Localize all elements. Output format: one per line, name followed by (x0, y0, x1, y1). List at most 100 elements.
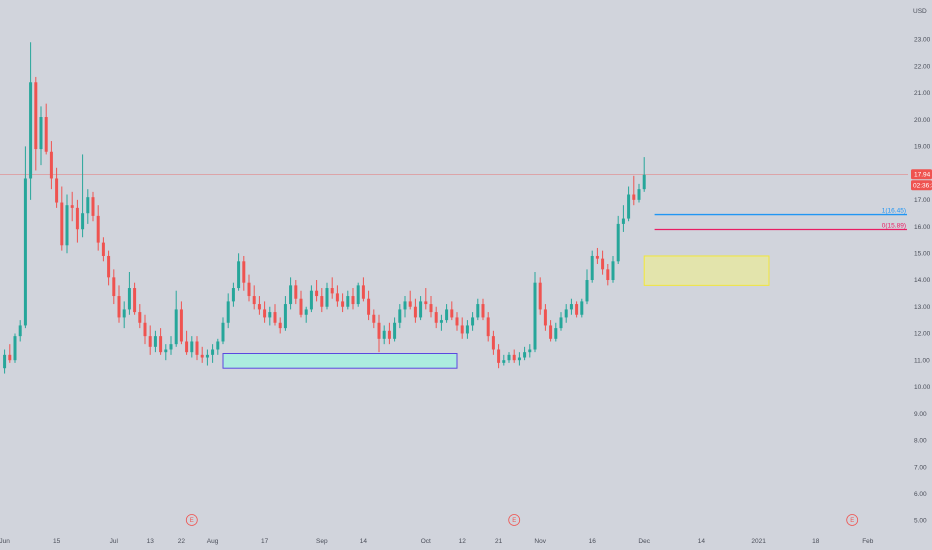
candle-body[interactable] (450, 309, 454, 318)
candle-body[interactable] (29, 82, 33, 179)
candle-body[interactable] (70, 205, 74, 208)
candle-body[interactable] (424, 301, 428, 305)
candle-body[interactable] (205, 354, 209, 358)
candle-body[interactable] (460, 325, 464, 334)
candle-body[interactable] (575, 304, 579, 315)
candle-body[interactable] (34, 82, 38, 150)
candle-body[interactable] (216, 341, 220, 350)
candle-body[interactable] (122, 309, 126, 318)
candle-body[interactable] (325, 288, 329, 307)
candle-body[interactable] (221, 322, 225, 342)
candle-body[interactable] (564, 309, 568, 318)
candle-body[interactable] (91, 197, 95, 216)
candle-body[interactable] (616, 223, 620, 262)
candle-body[interactable] (169, 344, 173, 350)
candle-body[interactable] (304, 309, 308, 315)
candle-body[interactable] (268, 312, 272, 318)
candle-body[interactable] (398, 309, 402, 323)
candle-body[interactable] (559, 317, 563, 329)
candle-body[interactable] (309, 290, 313, 310)
candle-body[interactable] (528, 349, 532, 353)
candle-body[interactable] (606, 269, 610, 281)
candle-body[interactable] (289, 285, 293, 305)
candle-body[interactable] (611, 261, 615, 281)
candle-body[interactable] (190, 341, 194, 353)
candle-body[interactable] (231, 288, 235, 302)
candle-body[interactable] (18, 325, 22, 337)
candle-body[interactable] (439, 320, 443, 323)
candle-body[interactable] (372, 314, 376, 323)
candle-body[interactable] (330, 288, 334, 294)
candle-body[interactable] (393, 322, 397, 339)
candle-body[interactable] (419, 301, 423, 318)
candle-body[interactable] (127, 288, 131, 310)
candle-body[interactable] (445, 309, 449, 321)
candle-body[interactable] (627, 194, 631, 219)
candle-body[interactable] (81, 213, 85, 230)
time-axis[interactable]: Jun 15 Jul 13 22 Aug 17 Sep 14 Oct 12 21 Nov 16 Dec 14 2… (0, 538, 874, 545)
candle-body[interactable] (39, 117, 43, 150)
candle-body[interactable] (549, 325, 553, 339)
candle-body[interactable] (533, 282, 537, 350)
candle-body[interactable] (315, 290, 319, 297)
candle-body[interactable] (491, 336, 495, 350)
candle-body[interactable] (283, 304, 287, 329)
candle-body[interactable] (23, 178, 27, 326)
candle-body[interactable] (117, 296, 121, 318)
candle-body[interactable] (632, 194, 636, 200)
candle-body[interactable] (377, 322, 381, 339)
candle-body[interactable] (247, 282, 251, 297)
candle-body[interactable] (471, 317, 475, 326)
candle-body[interactable] (543, 309, 547, 326)
candle-body[interactable] (637, 189, 641, 200)
candle-body[interactable] (278, 322, 282, 329)
candle-body[interactable] (257, 304, 261, 310)
candle-body[interactable] (554, 328, 558, 339)
candle-body[interactable] (8, 354, 12, 361)
candle-body[interactable] (179, 309, 183, 342)
candle-body[interactable] (434, 312, 438, 323)
candle-body[interactable] (200, 354, 204, 358)
candle-body[interactable] (538, 282, 542, 310)
candle-body[interactable] (96, 215, 100, 243)
candle-body[interactable] (294, 285, 298, 299)
candle-body[interactable] (75, 207, 79, 230)
candle-body[interactable] (387, 330, 391, 339)
candle-body[interactable] (55, 178, 59, 203)
candle-body[interactable] (159, 336, 163, 353)
candle-body[interactable] (367, 298, 371, 315)
candle-body[interactable] (341, 301, 345, 307)
candle-body[interactable] (44, 117, 48, 152)
candle-body[interactable] (621, 218, 625, 224)
candle-body[interactable] (507, 354, 511, 361)
candle-body[interactable] (49, 151, 53, 179)
candle-body[interactable] (153, 336, 157, 347)
candle-body[interactable] (143, 322, 147, 337)
candle-body[interactable] (211, 349, 215, 355)
candle-body[interactable] (252, 296, 256, 305)
candle-body[interactable] (335, 293, 339, 302)
candle-body[interactable] (351, 296, 355, 305)
candle-body[interactable] (13, 336, 17, 361)
candle-body[interactable] (382, 330, 386, 339)
candle-body[interactable] (523, 352, 527, 358)
candle-body[interactable] (595, 255, 599, 259)
candle-body[interactable] (408, 301, 412, 307)
candle-body[interactable] (585, 280, 589, 302)
candle-body[interactable] (86, 197, 90, 214)
candle-body[interactable] (320, 296, 324, 307)
candle-body[interactable] (242, 261, 246, 283)
candles-layer[interactable] (3, 42, 646, 374)
candle-body[interactable] (174, 309, 178, 345)
candle-body[interactable] (237, 261, 241, 289)
candle-body[interactable] (580, 301, 584, 315)
candle-body[interactable] (569, 304, 573, 310)
candle-body[interactable] (455, 317, 459, 326)
candle-body[interactable] (148, 336, 152, 347)
candle-body[interactable] (481, 304, 485, 318)
candle-body[interactable] (413, 306, 417, 318)
candle-body[interactable] (497, 349, 501, 363)
candle-body[interactable] (346, 296, 350, 307)
candle-body[interactable] (601, 258, 605, 270)
